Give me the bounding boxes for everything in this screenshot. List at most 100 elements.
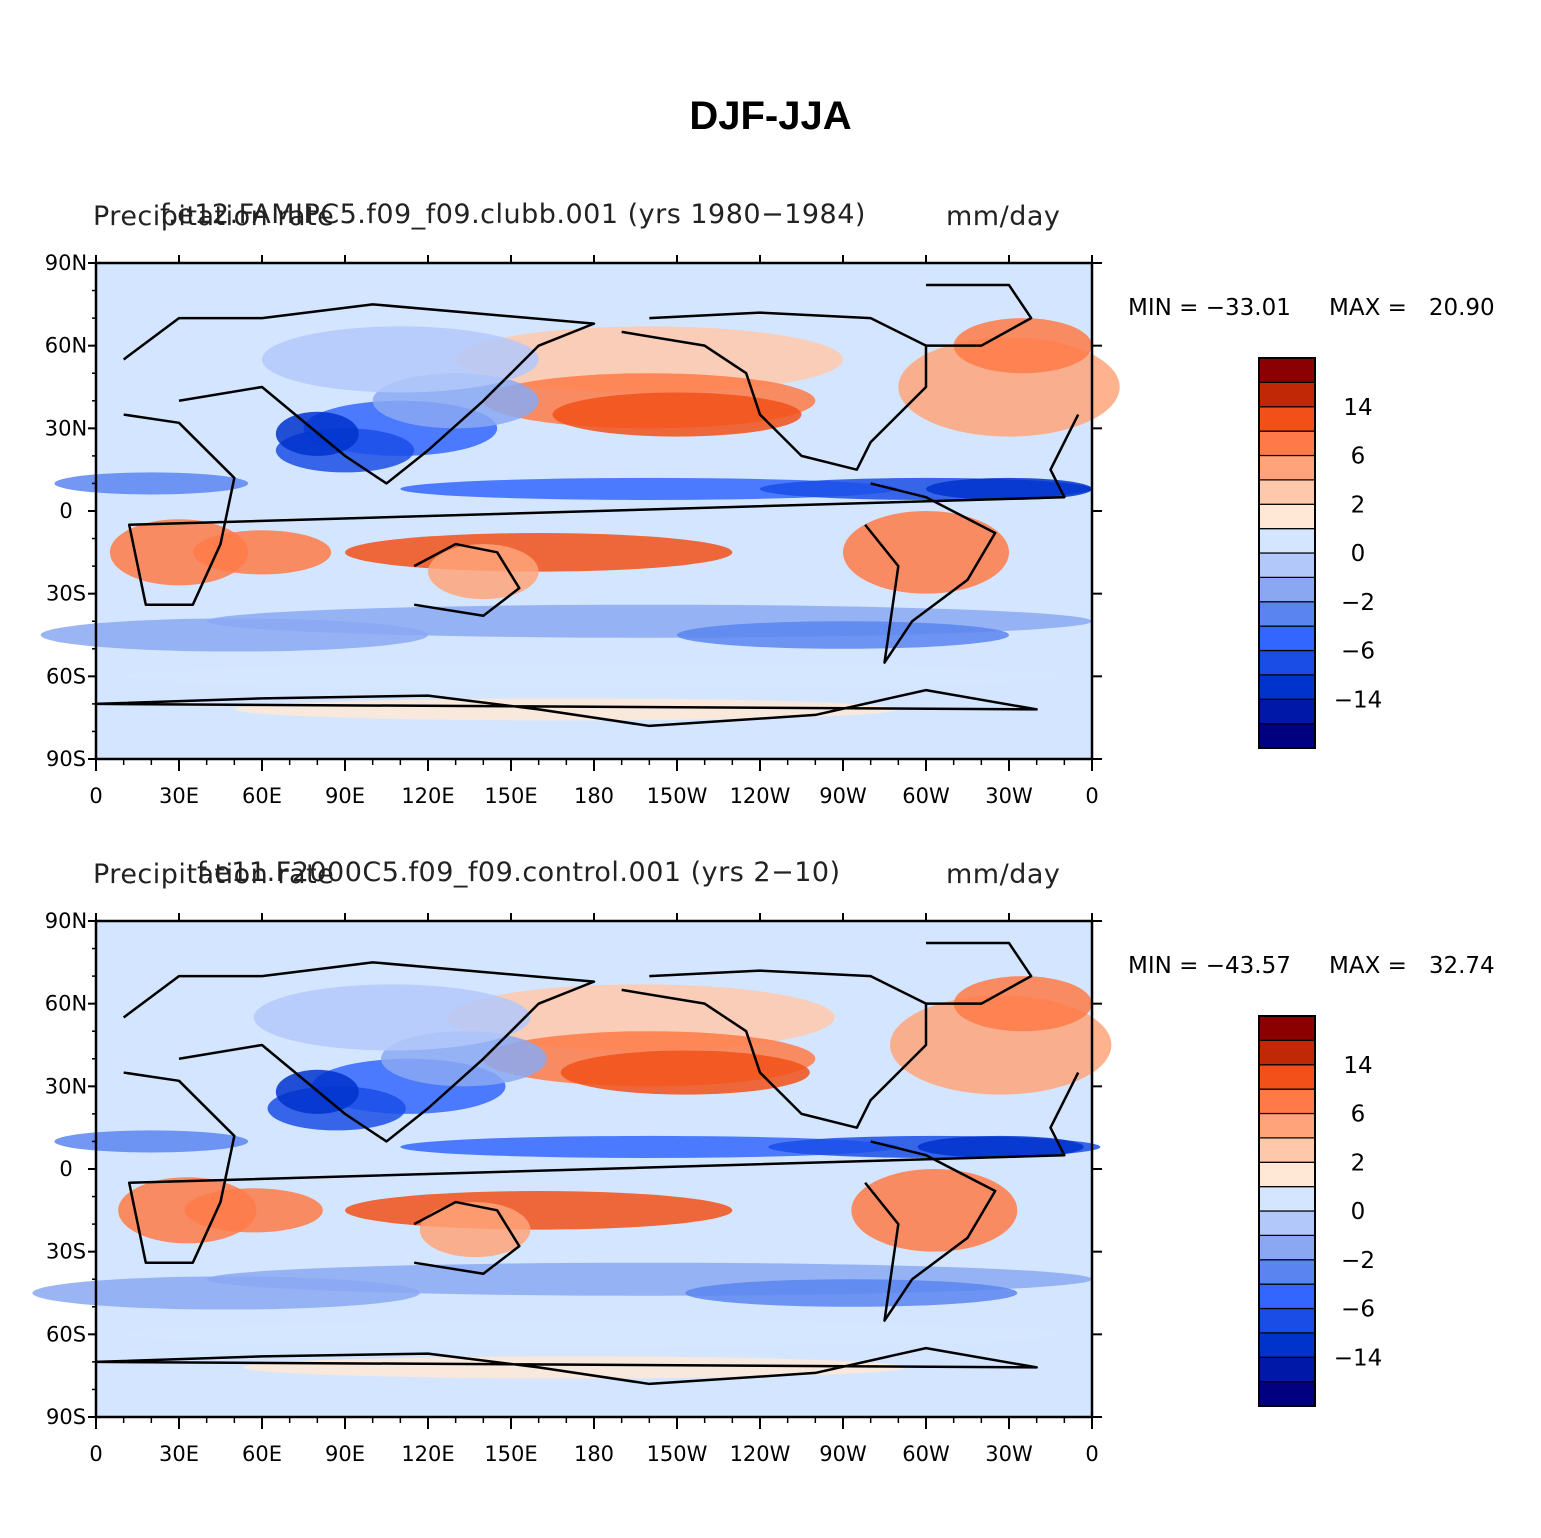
colorbar-segment xyxy=(1258,1283,1316,1310)
lon-tick-label: 60W xyxy=(902,1442,950,1466)
panel-units: mm/day xyxy=(946,201,1061,232)
anomaly-region xyxy=(123,662,1065,691)
coastline xyxy=(123,1071,1080,1264)
coastline xyxy=(123,413,1080,606)
lon-tick-label: 30E xyxy=(159,1442,199,1466)
colorbar-segment xyxy=(1258,552,1316,578)
lat-tick-label: 90S xyxy=(46,1405,86,1429)
map-field xyxy=(40,263,1120,759)
coastline xyxy=(864,482,997,664)
lon-tick-label: 120E xyxy=(401,1442,454,1466)
lat-tick-label: 60N xyxy=(45,992,87,1016)
lat-tick-label: 60S xyxy=(46,1322,86,1346)
lon-tick-label: 0 xyxy=(89,1442,102,1466)
colorbar-segment xyxy=(1258,1307,1316,1334)
lat-tick-label: 30S xyxy=(46,1240,86,1264)
colorbar-segment xyxy=(1258,1064,1316,1090)
lon-tick-label: 180 xyxy=(574,784,614,808)
max-label: MAX = 32.74 xyxy=(1329,953,1495,979)
lon-tick-label: 120E xyxy=(401,784,454,808)
colorbar-label: 14 xyxy=(1343,1053,1372,1079)
colorbar-segment xyxy=(1258,1112,1316,1139)
anomaly-region xyxy=(54,1130,249,1153)
min-label: MIN = −43.57 xyxy=(1128,953,1291,979)
anomaly-region xyxy=(54,472,249,495)
lon-tick-label: 60W xyxy=(902,784,950,808)
anomaly-region xyxy=(262,326,539,393)
colorbar-label: −2 xyxy=(1341,1248,1375,1274)
min-label: MIN = −33.01 xyxy=(1128,295,1291,321)
colorbar-label: 2 xyxy=(1351,492,1366,518)
lon-tick-label: 150E xyxy=(484,1442,537,1466)
colorbar-segment xyxy=(1258,649,1316,676)
lon-tick-label: 90W xyxy=(819,1442,867,1466)
lon-tick-label: 90E xyxy=(325,1442,365,1466)
coastline xyxy=(122,961,596,1143)
lat-tick-label: 60N xyxy=(45,334,87,358)
lat-tick-label: 0 xyxy=(59,499,72,523)
colorbar-segment xyxy=(1258,1259,1316,1285)
colorbar-frame xyxy=(1258,1015,1316,1407)
anomaly-region xyxy=(428,544,539,600)
map-panel-1: Precipitation rate f.e12.FAMIPC5.f09_f09… xyxy=(0,195,1541,835)
colorbar-label: −14 xyxy=(1334,687,1383,713)
coastline xyxy=(621,969,928,1129)
lon-tick-label: 180 xyxy=(574,1442,614,1466)
panel-units: mm/day xyxy=(946,859,1061,890)
colorbar-label: 6 xyxy=(1351,444,1366,470)
colorbar-segment xyxy=(1258,625,1316,652)
colorbar-segment xyxy=(1258,1039,1316,1066)
lat-tick-label: 90S xyxy=(46,747,86,771)
colorbar-segment xyxy=(1258,528,1316,554)
anomaly-region xyxy=(552,392,802,437)
lon-tick-label: 30W xyxy=(985,784,1033,808)
lat-tick-label: 90N xyxy=(45,251,87,275)
anomaly-region xyxy=(400,1135,899,1158)
colorbar-segment xyxy=(1258,1210,1316,1236)
lon-tick-label: 0 xyxy=(1085,784,1098,808)
anomaly-region xyxy=(400,477,899,500)
colorbar-label: 0 xyxy=(1351,541,1366,567)
lon-tick-label: 60E xyxy=(242,1442,282,1466)
lat-tick-label: 30N xyxy=(45,1074,87,1098)
anomaly-region xyxy=(345,1191,733,1230)
anomaly-region xyxy=(32,1276,420,1310)
lon-tick-label: 120W xyxy=(730,1442,791,1466)
anomaly-region xyxy=(345,533,733,572)
colorbar-segment xyxy=(1258,1161,1316,1188)
anomaly-region xyxy=(109,519,249,586)
anomaly-region xyxy=(234,698,899,721)
panel-left-title: Precipitation rate xyxy=(93,859,335,890)
lat-tick-label: 60S xyxy=(46,664,86,688)
coastline xyxy=(95,1346,1038,1386)
anomaly-region xyxy=(926,477,1092,500)
anomaly-region xyxy=(843,511,1009,594)
colorbar-segment xyxy=(1258,479,1316,505)
colorbar-label: 14 xyxy=(1343,395,1372,421)
colorbar-segment xyxy=(1258,406,1316,432)
anomaly-region xyxy=(419,1202,531,1258)
anomaly-region xyxy=(192,530,332,575)
lon-tick-label: 0 xyxy=(1085,1442,1098,1466)
colorbar-segment xyxy=(1258,674,1316,700)
anomaly-region xyxy=(685,1279,1018,1307)
anomaly-region xyxy=(560,1050,810,1095)
colorbar-label: 2 xyxy=(1351,1150,1366,1176)
panel-center-title: f.e11.F2000C5.f09_f09.control.001 (yrs 2… xyxy=(197,857,841,888)
anomaly-region xyxy=(953,318,1092,374)
map-panel-2: Precipitation rate f.e11.F2000C5.f09_f09… xyxy=(0,853,1541,1493)
colorbar-segment xyxy=(1258,503,1316,530)
lon-tick-label: 90E xyxy=(325,784,365,808)
colorbar-label: −14 xyxy=(1334,1345,1383,1371)
coastline xyxy=(413,542,521,617)
colorbar-segment xyxy=(1258,357,1316,383)
lat-tick-label: 30S xyxy=(46,582,86,606)
colorbar-segment xyxy=(1258,1332,1316,1358)
lon-tick-label: 30W xyxy=(985,1442,1033,1466)
colorbar-segment xyxy=(1258,576,1316,603)
colorbar-segment xyxy=(1258,454,1316,481)
lon-tick-label: 30E xyxy=(159,784,199,808)
anomaly-region xyxy=(953,976,1092,1032)
